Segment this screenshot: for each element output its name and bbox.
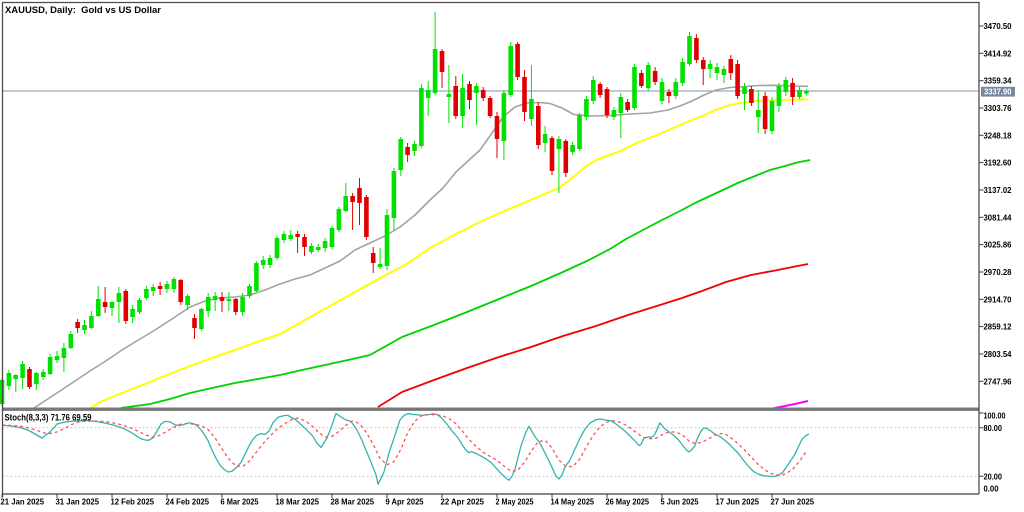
svg-text:2 May 2025: 2 May 2025: [496, 497, 534, 507]
svg-text:5 Jun 2025: 5 Jun 2025: [661, 497, 699, 507]
svg-text:28 Mar 2025: 28 Mar 2025: [331, 497, 375, 507]
svg-text:22 Apr 2025: 22 Apr 2025: [441, 497, 485, 507]
svg-text:3137.02: 3137.02: [984, 185, 1012, 195]
svg-text:3192.60: 3192.60: [984, 158, 1012, 168]
svg-text:3337.90: 3337.90: [984, 87, 1012, 97]
svg-text:3081.44: 3081.44: [984, 212, 1012, 222]
svg-text:2747.96: 2747.96: [984, 376, 1012, 386]
svg-text:3470.50: 3470.50: [984, 21, 1012, 31]
svg-text:2859.12: 2859.12: [984, 322, 1012, 332]
svg-text:2803.54: 2803.54: [984, 349, 1012, 359]
svg-text:21 Jan 2025: 21 Jan 2025: [1, 497, 45, 507]
svg-text:3248.18: 3248.18: [984, 130, 1012, 140]
svg-text:Stoch(8,3,3) 71.76 69.59: Stoch(8,3,3) 71.76 69.59: [5, 413, 92, 423]
svg-text:24 Feb 2025: 24 Feb 2025: [166, 497, 210, 507]
svg-text:2914.70: 2914.70: [984, 294, 1012, 304]
svg-text:3025.86: 3025.86: [984, 240, 1012, 250]
svg-text:27 Jun 2025: 27 Jun 2025: [771, 497, 815, 507]
svg-text:17 Jun 2025: 17 Jun 2025: [716, 497, 760, 507]
svg-text:9 Apr 2025: 9 Apr 2025: [386, 497, 424, 507]
svg-text:3414.92: 3414.92: [984, 48, 1012, 58]
svg-text:20.00: 20.00: [984, 471, 1003, 481]
svg-text:80.00: 80.00: [984, 423, 1003, 433]
svg-text:100.00: 100.00: [984, 411, 1006, 421]
svg-text:3303.76: 3303.76: [984, 103, 1012, 113]
svg-text:0.00: 0.00: [984, 484, 999, 494]
svg-text:2970.28: 2970.28: [984, 267, 1012, 277]
svg-text:18 Mar 2025: 18 Mar 2025: [276, 497, 320, 507]
svg-text:XAUUSD, Daily: Gold vs US Dol: XAUUSD, Daily: Gold vs US Dollar: [5, 5, 162, 15]
svg-text:3359.34: 3359.34: [984, 76, 1012, 86]
svg-text:26 May 2025: 26 May 2025: [606, 497, 650, 507]
svg-text:12 Feb 2025: 12 Feb 2025: [111, 497, 155, 507]
svg-text:31 Jan 2025: 31 Jan 2025: [56, 497, 100, 507]
svg-text:6 Mar 2025: 6 Mar 2025: [221, 497, 259, 507]
svg-text:14 May 2025: 14 May 2025: [551, 497, 595, 507]
